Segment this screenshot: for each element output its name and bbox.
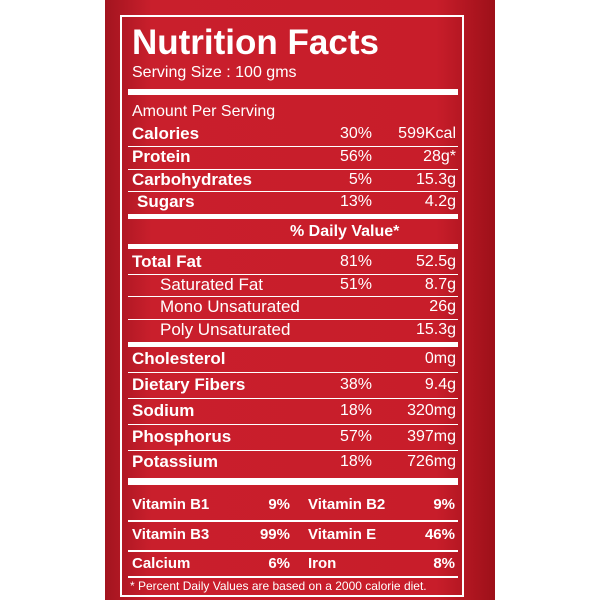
thick-rule: [128, 89, 458, 95]
nutrient-amount: 26g: [429, 298, 456, 315]
nutrient-amount: 320mg: [407, 402, 456, 419]
row-rule: [128, 296, 458, 297]
rule: [128, 550, 458, 552]
nutrient-amount: 726mg: [407, 453, 456, 470]
nutrient-name: Protein: [132, 147, 191, 166]
serving-size: Serving Size : 100 gms: [132, 64, 297, 81]
vitamin-percent: 6%: [268, 555, 290, 572]
daily-percent: 30%: [339, 125, 372, 142]
daily-percent: 38%: [339, 376, 372, 393]
daily-percent: 13%: [339, 193, 372, 210]
daily-percent: 5%: [348, 171, 372, 188]
vitamin-percent: 9%: [433, 496, 455, 513]
nutrient-amount: 52.5g: [415, 253, 456, 270]
title: Nutrition Facts: [132, 23, 379, 62]
nutrient-name: Calories: [132, 124, 200, 143]
vitamin-percent: 8%: [433, 555, 455, 572]
vitamin-name: Calcium: [132, 555, 191, 572]
vitamin-name: Vitamin E: [308, 526, 377, 543]
vitamin-name: Iron: [308, 555, 337, 572]
nutrient-name: Poly Unsaturated: [160, 320, 291, 339]
thick-rule: [128, 214, 458, 219]
vitamin-name: Vitamin B2: [308, 496, 386, 513]
row-rule: [128, 372, 458, 373]
nutrient-name: Carbohydrates: [132, 170, 252, 189]
nutrient-amount: 0mg: [424, 350, 456, 367]
label-border: [120, 15, 464, 597]
row-rule: [128, 450, 458, 451]
rule: [128, 576, 458, 578]
thick-rule: [128, 478, 458, 485]
vitamin-percent: 9%: [268, 496, 290, 513]
vitamin-percent: 46%: [424, 526, 455, 543]
amount-per-serving: Amount Per Serving: [132, 103, 276, 120]
nutrient-amount: 8.7g: [424, 276, 456, 293]
footnote: * Percent Daily Values are based on a 20…: [130, 579, 427, 593]
thick-rule: [128, 342, 458, 347]
daily-percent: 18%: [339, 402, 372, 419]
nutrient-amount: 4.2g: [424, 193, 456, 210]
nutrient-name: Phosphorus: [132, 427, 232, 446]
package-panel: [105, 0, 495, 600]
row-rule: [128, 146, 458, 147]
nutrient-name: Cholesterol: [132, 349, 226, 368]
nutrient-amount: 599Kcal: [398, 125, 456, 142]
nutrient-amount: 9.4g: [424, 376, 456, 393]
nutrient-amount: 28g*: [423, 148, 456, 165]
nutrient-amount: 15.3g: [415, 171, 456, 188]
daily-percent: 18%: [339, 453, 372, 470]
row-rule: [128, 191, 458, 192]
nutrient-amount: 397mg: [407, 428, 456, 445]
nutrient-amount: 15.3g: [415, 321, 456, 338]
nutrient-name: Mono Unsaturated: [160, 297, 300, 316]
daily-percent: 81%: [339, 253, 372, 270]
nutrient-name: Total Fat: [132, 252, 202, 271]
row-rule: [128, 274, 458, 275]
nutrient-name: Dietary Fibers: [132, 375, 246, 394]
daily-value-header: % Daily Value*: [290, 223, 400, 240]
row-rule: [128, 398, 458, 399]
nutrient-name: Saturated Fat: [160, 275, 264, 294]
nutrient-name: Potassium: [132, 452, 218, 471]
daily-percent: 57%: [339, 428, 372, 445]
row-rule: [128, 319, 458, 320]
vitamin-name: Vitamin B3: [132, 526, 210, 543]
thick-rule: [128, 244, 458, 249]
vitamin-name: Vitamin B1: [132, 496, 210, 513]
vitamin-percent: 99%: [259, 526, 290, 543]
rule: [128, 520, 458, 522]
daily-percent: 51%: [339, 276, 372, 293]
daily-percent: 56%: [339, 148, 372, 165]
row-rule: [128, 169, 458, 170]
nutrient-name: Sodium: [132, 401, 195, 420]
row-rule: [128, 424, 458, 425]
nutrient-name: Sugars: [137, 192, 195, 211]
